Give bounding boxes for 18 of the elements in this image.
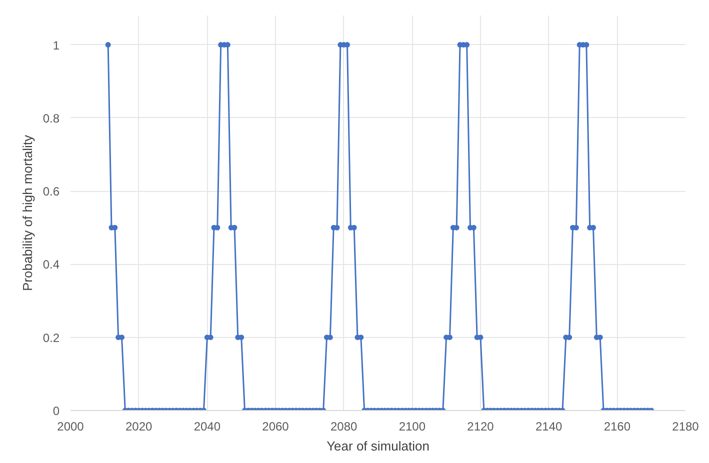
x-axis-title: Year of simulation bbox=[326, 438, 430, 454]
y-tick-label: 0.8 bbox=[42, 111, 60, 126]
x-tick-label: 2140 bbox=[535, 420, 563, 434]
y-axis-title: Probability of high mortality bbox=[20, 134, 35, 292]
x-tick-label: 2120 bbox=[467, 420, 494, 434]
x-tick-label: 2020 bbox=[125, 420, 153, 434]
x-tick-label: 2060 bbox=[262, 420, 290, 434]
x-tick-label: 2180 bbox=[672, 420, 700, 434]
y-tick-label: 0.4 bbox=[42, 258, 60, 272]
x-tick-label: 2100 bbox=[398, 420, 426, 434]
y-tick-label: 0.2 bbox=[42, 330, 60, 345]
y-tick-label: 0.6 bbox=[42, 184, 60, 199]
x-tick-label: 2160 bbox=[604, 420, 631, 434]
x-tick-label: 2080 bbox=[330, 420, 358, 434]
y-tick-label: 0 bbox=[52, 404, 60, 418]
y-tick-label: 1 bbox=[52, 38, 60, 52]
x-tick-label: 2000 bbox=[57, 420, 84, 434]
x-tick-label: 2040 bbox=[194, 420, 221, 434]
